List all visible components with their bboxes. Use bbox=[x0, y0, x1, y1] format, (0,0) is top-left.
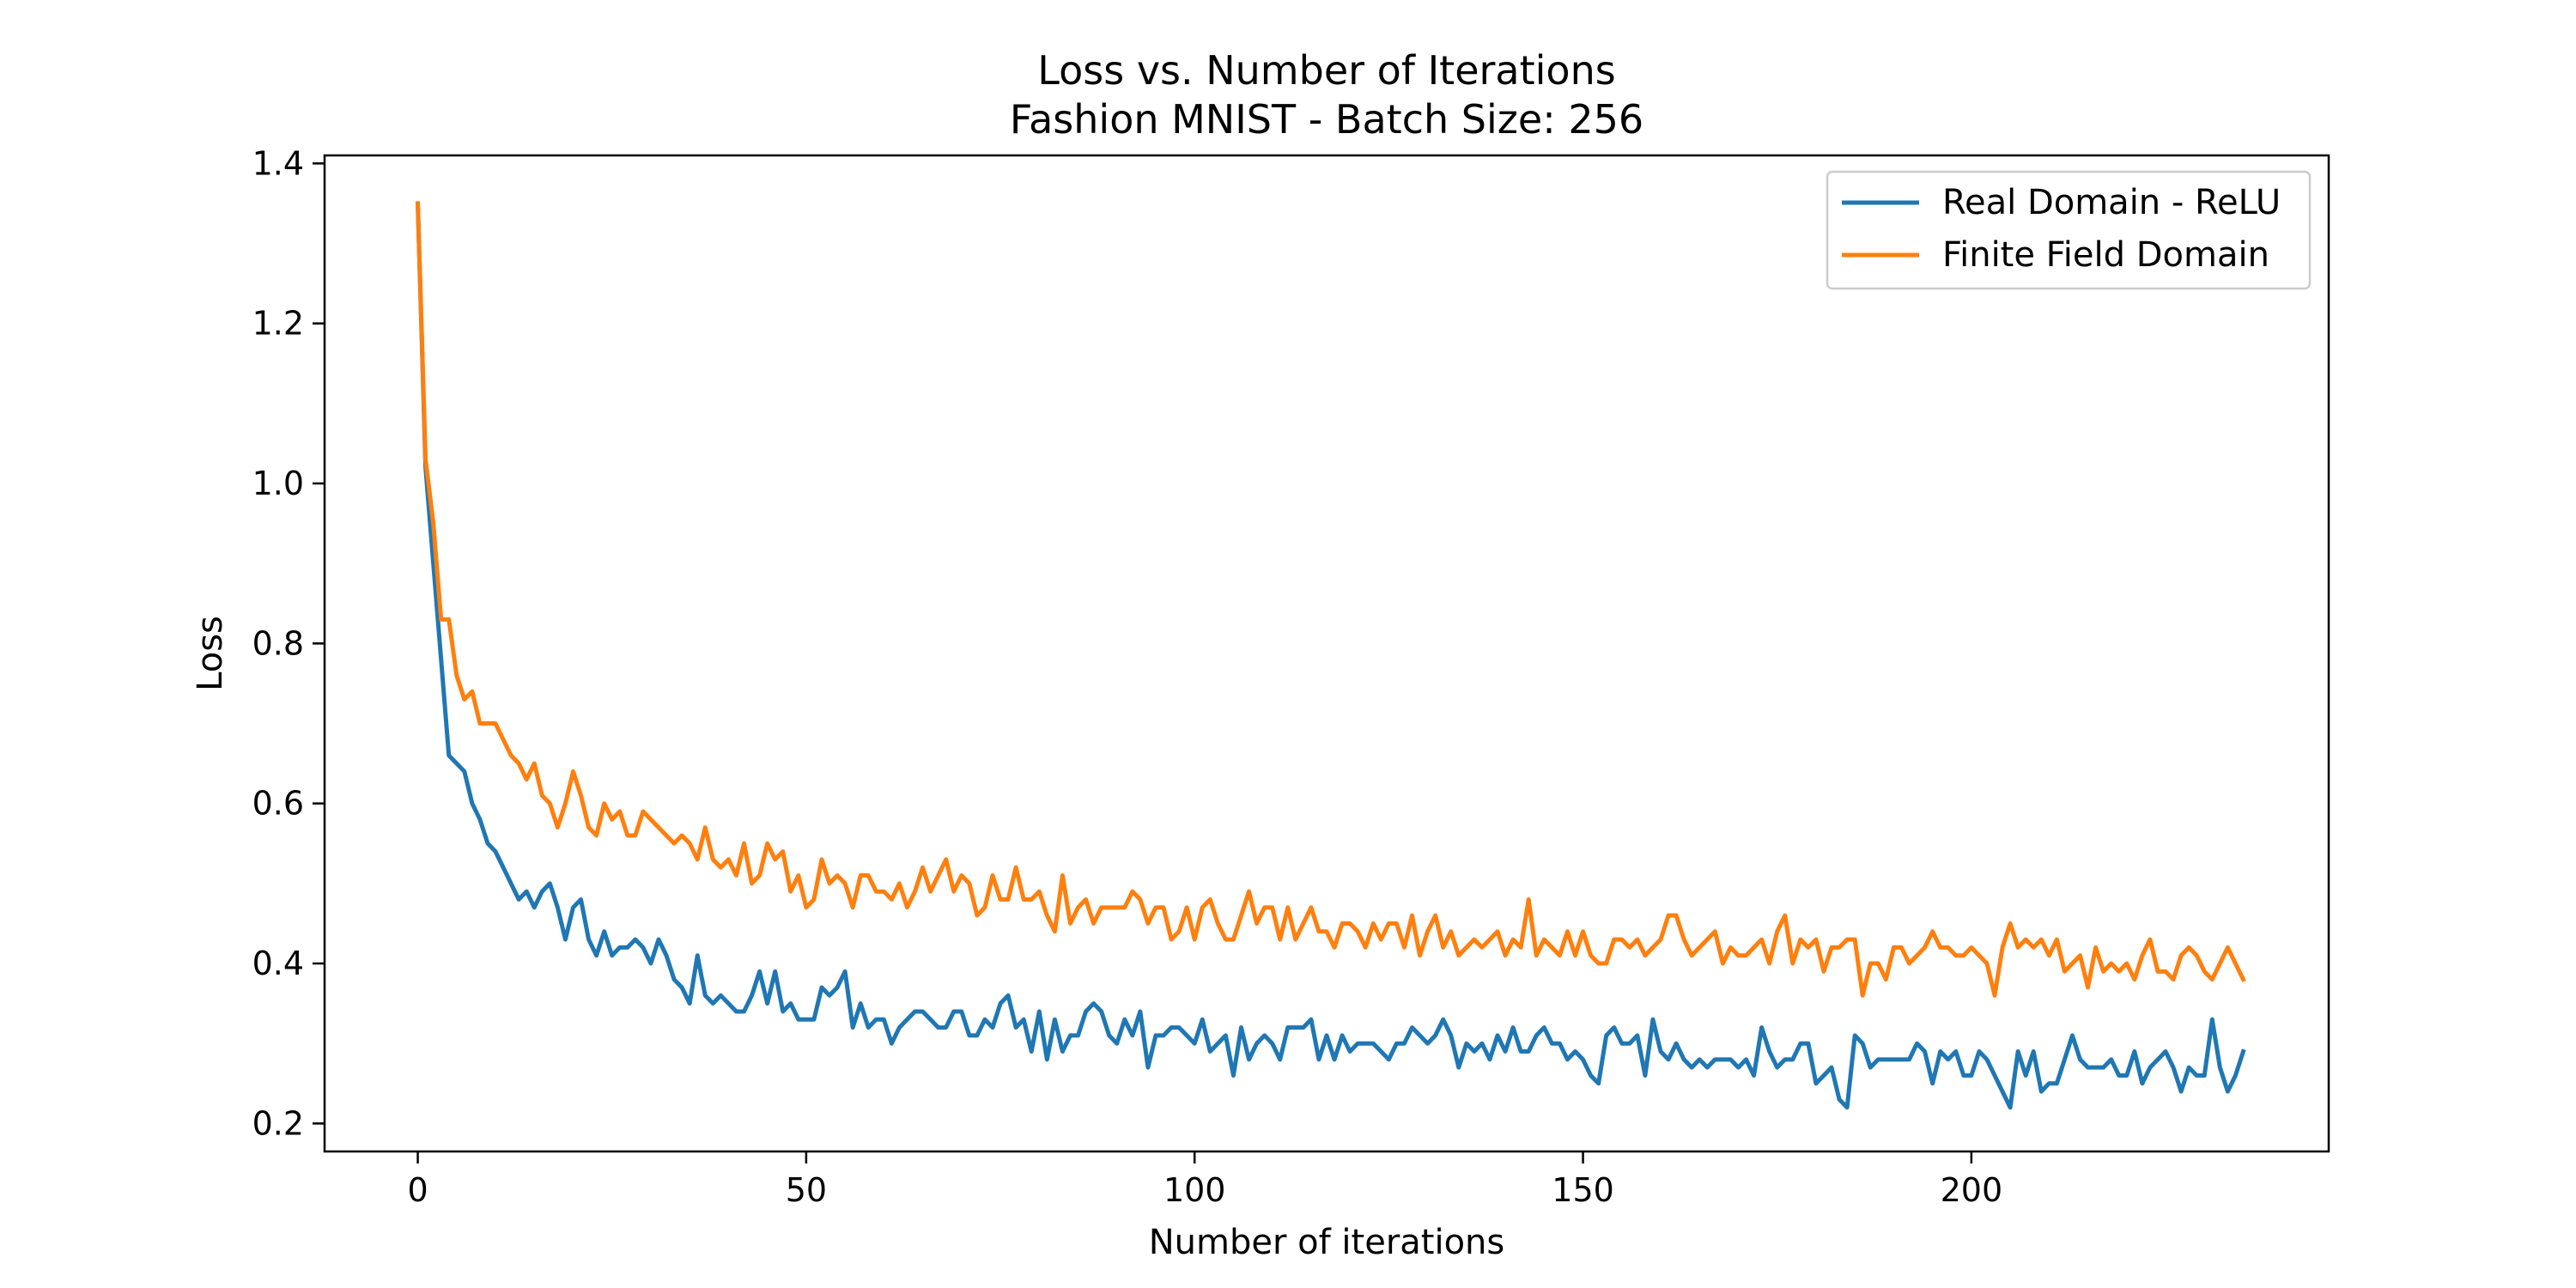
x-tick-label: 100 bbox=[1163, 1171, 1226, 1209]
legend: Real Domain - ReLU Finite Field Domain bbox=[1826, 170, 2312, 290]
legend-label-finite-field: Finite Field Domain bbox=[1942, 235, 2269, 275]
chart-title: Loss vs. Number of Iterations bbox=[1037, 47, 1615, 94]
chart-subtitle: Fashion MNIST - Batch Size: 256 bbox=[1010, 96, 1643, 143]
x-tick-label: 200 bbox=[1941, 1171, 2003, 1209]
y-tick-label: 1.0 bbox=[252, 465, 304, 502]
y-tick-label: 0.6 bbox=[252, 785, 304, 823]
plot-area bbox=[323, 154, 2330, 1153]
x-axis-label: Number of iterations bbox=[1149, 1223, 1505, 1262]
y-tick-label: 1.2 bbox=[252, 305, 304, 343]
legend-box bbox=[1826, 170, 2312, 290]
y-tick-label: 0.8 bbox=[252, 624, 304, 662]
x-tick-label: 50 bbox=[786, 1171, 827, 1209]
y-tick-label: 1.4 bbox=[252, 144, 304, 182]
y-axis: 0.2 0.4 0.6 0.8 1.0 1.2 1.4 bbox=[252, 144, 325, 1142]
x-axis: 0 50 100 150 200 bbox=[407, 1151, 2002, 1209]
x-tick-label: 0 bbox=[407, 1171, 428, 1209]
y-axis-label: Loss bbox=[191, 616, 230, 691]
series-layer bbox=[415, 201, 2246, 1110]
y-tick-label: 0.2 bbox=[252, 1104, 304, 1142]
x-tick-label: 150 bbox=[1552, 1171, 1614, 1209]
series-line-real-domain bbox=[415, 201, 2246, 1110]
y-tick-label: 0.4 bbox=[252, 945, 304, 982]
plot-frame bbox=[323, 154, 2330, 1153]
series-line-finite-field bbox=[415, 201, 2246, 998]
legend-label-real-domain: Real Domain - ReLU bbox=[1942, 183, 2281, 222]
